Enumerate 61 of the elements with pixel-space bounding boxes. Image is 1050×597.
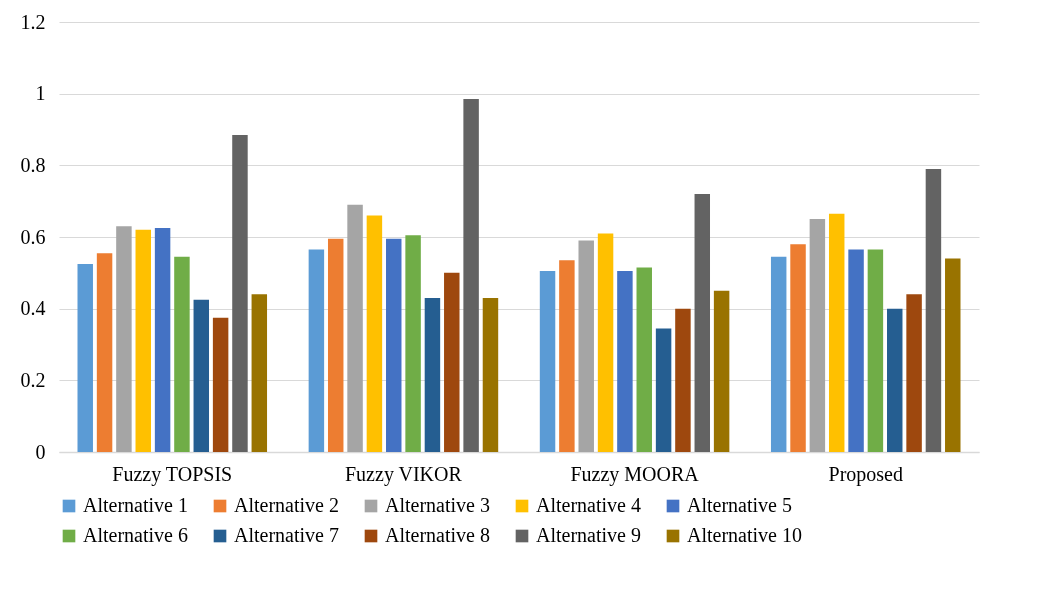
bar xyxy=(463,99,479,452)
legend-label: Alternative 1 xyxy=(83,494,188,516)
bar xyxy=(655,328,672,452)
bar xyxy=(135,229,151,452)
bar xyxy=(925,168,942,452)
bar xyxy=(251,294,268,452)
legend-label: Alternative 7 xyxy=(234,524,339,546)
bar xyxy=(945,258,961,452)
y-tick-label: 0 xyxy=(35,440,46,463)
bar xyxy=(809,219,826,452)
bar xyxy=(675,308,691,452)
bar xyxy=(193,299,210,452)
legend-label: Alternative 6 xyxy=(83,524,188,546)
legend-label: Alternative 5 xyxy=(687,494,792,516)
bar xyxy=(232,134,248,452)
bar xyxy=(174,256,190,452)
y-tick-label: 1.2 xyxy=(20,10,46,33)
legend-label: Alternative 2 xyxy=(234,494,339,516)
bar xyxy=(848,249,864,452)
bar xyxy=(636,267,652,452)
legend-label: Alternative 4 xyxy=(536,494,641,516)
x-tick-label: Fuzzy TOPSIS xyxy=(112,462,233,486)
y-tick-label: 1 xyxy=(35,82,46,105)
bar xyxy=(405,235,421,452)
legend-label: Alternative 8 xyxy=(385,524,490,546)
bar xyxy=(694,194,711,452)
bar xyxy=(713,290,730,452)
bar xyxy=(906,294,922,452)
bar xyxy=(444,272,460,452)
bar xyxy=(790,244,806,452)
bar xyxy=(578,240,594,452)
bar xyxy=(424,297,441,452)
bar xyxy=(154,228,171,452)
x-tick-label: Proposed xyxy=(828,462,903,486)
bar xyxy=(828,213,845,452)
bar xyxy=(347,204,363,452)
y-tick-label: 0.6 xyxy=(20,225,46,248)
bar xyxy=(77,263,93,452)
bar xyxy=(539,271,556,452)
legend-label: Alternative 10 xyxy=(687,524,802,546)
bar xyxy=(116,226,132,452)
bar xyxy=(597,233,614,452)
legend-label: Alternative 3 xyxy=(385,494,490,516)
bar xyxy=(887,308,903,452)
legend-label: Alternative 9 xyxy=(536,524,641,546)
bar xyxy=(366,215,383,452)
bar xyxy=(386,238,402,452)
y-tick-label: 0.2 xyxy=(20,368,46,391)
bar xyxy=(482,297,499,452)
bar xyxy=(770,256,787,452)
bar xyxy=(867,249,884,452)
bar xyxy=(212,317,229,452)
bar xyxy=(617,271,633,452)
bar xyxy=(308,249,325,452)
bar xyxy=(327,238,344,452)
x-tick-label: Fuzzy VIKOR xyxy=(344,462,463,486)
x-tick-label: Fuzzy MOORA xyxy=(570,462,700,486)
bar xyxy=(96,253,113,452)
bar xyxy=(559,260,575,452)
y-tick-label: 0.4 xyxy=(20,297,46,320)
y-tick-label: 0.8 xyxy=(20,153,46,176)
